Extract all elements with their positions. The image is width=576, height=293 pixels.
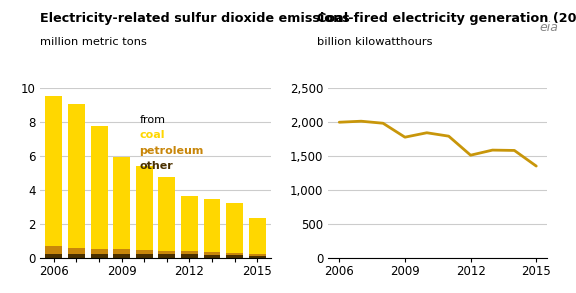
Bar bbox=[68, 254, 85, 258]
Text: Coal-fired electricity generation (2006-15): Coal-fired electricity generation (2006-… bbox=[317, 12, 576, 25]
Bar bbox=[226, 253, 243, 255]
Bar bbox=[68, 104, 85, 248]
Bar bbox=[158, 177, 175, 251]
Bar bbox=[46, 96, 62, 246]
Bar bbox=[90, 249, 108, 254]
Bar bbox=[90, 254, 108, 258]
Text: petroleum: petroleum bbox=[139, 146, 204, 156]
Bar bbox=[158, 254, 175, 258]
Bar bbox=[203, 252, 221, 255]
Bar bbox=[249, 256, 266, 258]
Text: coal: coal bbox=[139, 130, 165, 140]
Text: other: other bbox=[139, 161, 173, 171]
Bar bbox=[113, 157, 130, 249]
Bar bbox=[158, 251, 175, 254]
Bar bbox=[181, 254, 198, 258]
Bar bbox=[203, 199, 221, 252]
Bar bbox=[181, 251, 198, 254]
Bar bbox=[90, 126, 108, 249]
Bar bbox=[46, 246, 62, 254]
Bar bbox=[226, 255, 243, 258]
Text: billion kilowatthours: billion kilowatthours bbox=[317, 37, 433, 47]
Text: from: from bbox=[139, 115, 165, 125]
Text: eia: eia bbox=[540, 21, 559, 33]
Bar bbox=[113, 254, 130, 258]
Bar bbox=[68, 248, 85, 254]
Bar bbox=[136, 254, 153, 258]
Text: million metric tons: million metric tons bbox=[40, 37, 147, 47]
Bar bbox=[226, 203, 243, 253]
Bar bbox=[113, 249, 130, 254]
Bar bbox=[249, 254, 266, 256]
Bar bbox=[136, 250, 153, 254]
Text: Electricity-related sulfur dioxide emissions: Electricity-related sulfur dioxide emiss… bbox=[40, 12, 350, 25]
Bar bbox=[46, 254, 62, 258]
Bar bbox=[136, 166, 153, 250]
Bar bbox=[181, 196, 198, 251]
Bar bbox=[249, 218, 266, 254]
Bar bbox=[203, 255, 221, 258]
